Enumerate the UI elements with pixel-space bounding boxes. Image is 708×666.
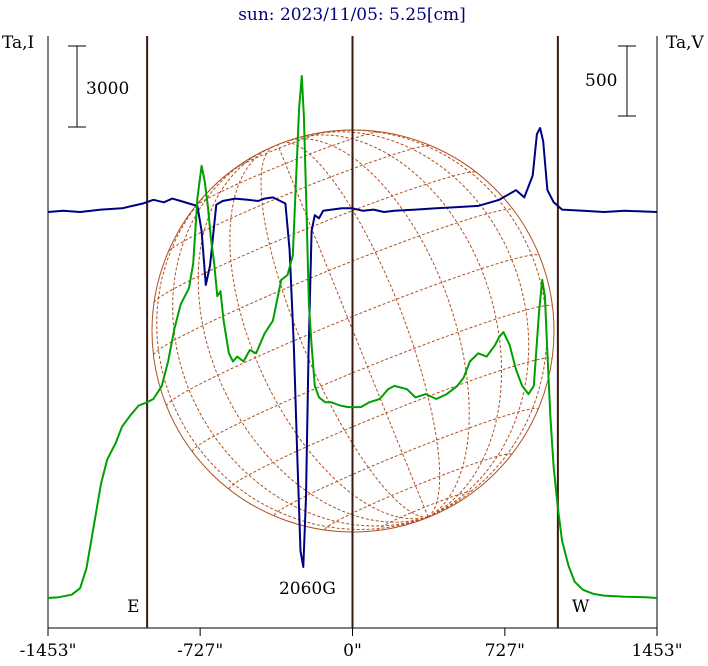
- scale-label-left: 3000: [86, 79, 129, 99]
- latitude-line: [195, 131, 380, 207]
- scale-bar-right: [618, 45, 636, 117]
- longitude-line: [282, 141, 441, 518]
- longitude-line: [291, 134, 503, 518]
- latitude-line: [324, 453, 512, 530]
- x-tick-label: -1453": [20, 641, 77, 661]
- latitude-line: [153, 171, 477, 303]
- longitude-line: [172, 156, 429, 527]
- longitude-line: [277, 144, 429, 518]
- latitude-line: [166, 254, 540, 407]
- series-layer: [47, 75, 658, 599]
- chart-title: sun: 2023/11/05: 5.25[cm]: [238, 5, 466, 25]
- x-axis-ticks: -1453" -727" 0" 727" 1453": [20, 628, 683, 661]
- scale-bar-left: [68, 45, 86, 128]
- latitude-line: [273, 408, 539, 516]
- x-tick-label: -727": [177, 641, 223, 661]
- x-tick-label: 727": [485, 641, 525, 661]
- series-stokes-i: [47, 75, 658, 599]
- scale-label-right: 500: [585, 71, 617, 91]
- limb-label-w: W: [572, 597, 590, 617]
- x-tick-label: 1453": [631, 641, 682, 661]
- longitude-line: [260, 146, 429, 518]
- longitude-line: [287, 138, 470, 518]
- x-tick-label: 0": [343, 641, 362, 661]
- y-label-right: Ta,V: [666, 33, 705, 53]
- limb-label-e: E: [127, 597, 139, 617]
- longitude-line: [156, 169, 429, 531]
- limb-markers: [146, 36, 559, 628]
- series-stokes-v: [47, 127, 658, 568]
- y-label-left: Ta,I: [2, 33, 34, 53]
- longitude-line: [229, 148, 429, 520]
- longitude-line: [326, 129, 548, 518]
- longitude-line: [303, 131, 530, 518]
- annotation-2060g: 2060G: [279, 579, 336, 599]
